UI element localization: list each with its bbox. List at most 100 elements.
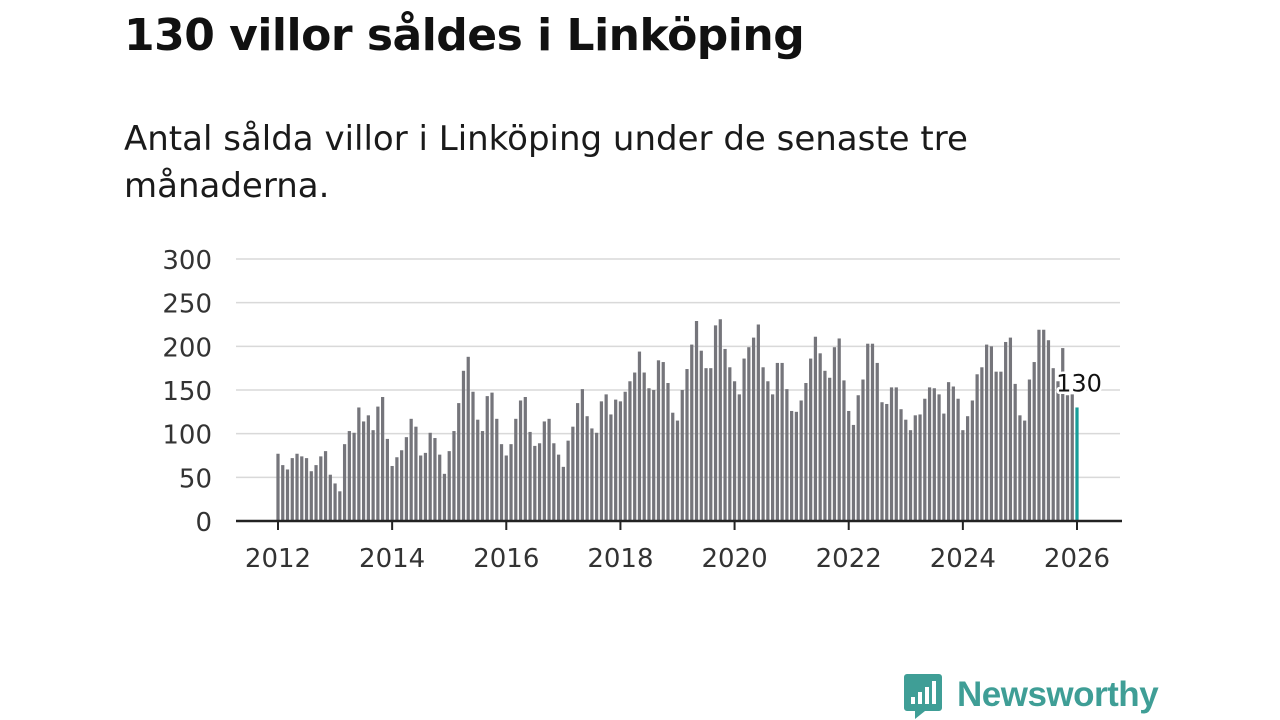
bar [499, 444, 504, 521]
bar [742, 358, 746, 521]
bar [447, 451, 451, 521]
bar [823, 370, 827, 521]
bar [880, 402, 884, 521]
bar [1037, 329, 1041, 521]
x-axis: 2012 2014 2016 2018 2020 2022 2024 2026 [236, 519, 1122, 574]
bar [509, 444, 513, 521]
bar [466, 356, 470, 521]
x-tick-label: 2018 [587, 544, 653, 574]
bar [423, 452, 428, 521]
bar [975, 374, 979, 521]
y-tick-label: 150 [162, 377, 212, 407]
bar [894, 387, 898, 521]
chart-title: 130 villor såldes i Linköping [124, 10, 805, 61]
bar [809, 358, 813, 521]
bar [300, 456, 304, 521]
bar [452, 431, 456, 521]
bar [609, 414, 613, 521]
newsworthy-logo-icon [904, 674, 942, 719]
chart-subtitle: Antal sålda villor i Linköping under de … [124, 119, 968, 206]
x-tick-label: 2026 [1044, 544, 1110, 574]
bar [709, 368, 713, 521]
bar [533, 445, 537, 521]
bar [951, 386, 955, 521]
bar [723, 348, 727, 521]
bar [290, 458, 294, 521]
bar [956, 398, 960, 521]
bar [504, 455, 508, 521]
bar [761, 367, 765, 521]
bar [790, 410, 794, 521]
newsworthy-wordmark: Newsworthy [957, 675, 1159, 714]
bar [419, 455, 423, 521]
bar [381, 396, 385, 521]
bar [942, 413, 946, 521]
bar [556, 454, 561, 521]
bar [899, 409, 903, 521]
bar [1004, 341, 1008, 521]
bar [414, 426, 418, 521]
bar [756, 324, 760, 521]
bar [281, 465, 285, 521]
bar [304, 458, 309, 521]
bar [1027, 379, 1032, 521]
bar [847, 410, 851, 521]
bar [319, 456, 323, 521]
bar [870, 343, 875, 521]
y-tick-label: 300 [162, 246, 212, 276]
bar [395, 457, 399, 521]
bar [480, 431, 485, 521]
bar [999, 371, 1003, 521]
bar [961, 430, 965, 521]
bar [314, 465, 318, 521]
bar [794, 411, 799, 521]
bar [618, 401, 623, 521]
bar [542, 421, 546, 521]
bar [1065, 395, 1070, 521]
bar [694, 321, 699, 521]
bar [647, 388, 651, 521]
bar [675, 420, 680, 521]
bar [1018, 415, 1022, 521]
bar [913, 415, 917, 521]
bar [932, 388, 936, 521]
bar [728, 367, 732, 521]
bar [471, 391, 475, 521]
bar [518, 400, 523, 521]
bar [747, 347, 751, 521]
bar [652, 390, 656, 521]
bar [718, 319, 722, 521]
x-tick-label: 2014 [359, 544, 425, 574]
bar [433, 438, 437, 521]
bar [371, 430, 375, 521]
bar [851, 424, 856, 521]
bar [1023, 420, 1027, 521]
bar [875, 362, 879, 521]
bar [1042, 329, 1046, 521]
bar [785, 389, 789, 521]
bar [994, 371, 998, 521]
bar-highlight [1075, 407, 1079, 521]
bar [623, 391, 627, 521]
bar [642, 372, 646, 521]
bar [918, 414, 922, 521]
bar [342, 444, 347, 521]
bar [571, 426, 575, 521]
bar [970, 400, 974, 521]
bar [323, 451, 328, 521]
bar [295, 453, 299, 521]
bar [704, 368, 708, 521]
bar [599, 401, 604, 521]
bar [514, 418, 518, 521]
bar [476, 419, 480, 521]
bar [604, 394, 608, 521]
bar [400, 450, 404, 521]
bar [989, 346, 994, 521]
bar [780, 362, 784, 521]
bar [328, 474, 332, 521]
bar [438, 454, 442, 521]
bar [1051, 368, 1055, 521]
y-tick-label: 100 [162, 421, 212, 451]
bar [766, 381, 770, 521]
